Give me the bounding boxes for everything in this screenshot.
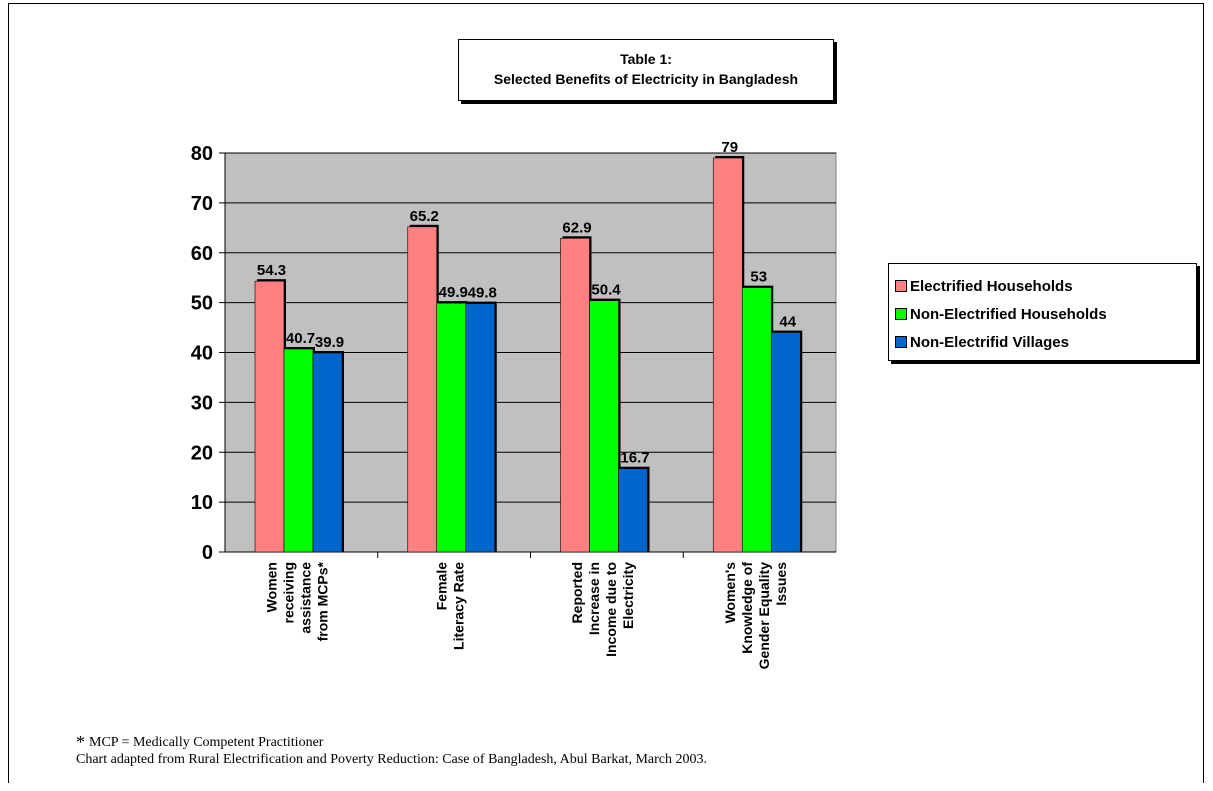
data-label: 16.7 xyxy=(620,450,649,467)
y-tick-label: 70 xyxy=(191,193,213,215)
footnote: * MCP = Medically Competent Practitioner xyxy=(76,732,323,753)
data-label: 53 xyxy=(750,269,767,286)
x-category-label: Reported Increase in Income due to Electric… xyxy=(569,562,636,657)
x-tick-label: Reported xyxy=(569,562,585,623)
bar xyxy=(560,237,590,553)
bar xyxy=(770,332,801,553)
y-tick-label: 10 xyxy=(191,492,213,514)
legend-swatch xyxy=(895,280,907,292)
x-category-label: Women receiving assistance from MCPs* xyxy=(264,561,331,641)
legend-label: Electrified Households xyxy=(910,277,1073,295)
bar xyxy=(589,300,619,553)
data-label: 49.9 xyxy=(439,284,468,301)
x-tick-label: assistance xyxy=(298,562,314,634)
data-label: 54.3 xyxy=(257,262,286,279)
chart-title-box: Table 1: Selected Benefits of Electricit… xyxy=(458,39,834,101)
footnote-star: * xyxy=(76,732,85,752)
x-tick-label: Increase in xyxy=(586,562,602,635)
source-note: Chart adapted from Rural Electrification… xyxy=(76,752,707,767)
footnote-text: MCP = Medically Competent Practitioner xyxy=(89,735,324,750)
legend-item-electrified-households: Electrified Households xyxy=(895,272,1196,300)
x-tick-label: Female xyxy=(433,562,449,610)
x-tick-label: Women xyxy=(264,562,280,612)
data-label: 44 xyxy=(779,314,796,331)
x-tick-label: from MCPs* xyxy=(315,561,331,641)
y-tick-label: 30 xyxy=(191,392,213,414)
y-tick-label: 60 xyxy=(191,243,213,265)
chart-title-line1: Table 1: xyxy=(620,51,672,67)
legend-swatch xyxy=(895,336,907,348)
bar xyxy=(712,157,743,553)
x-tick-label: receiving xyxy=(281,562,297,623)
data-label: 40.7 xyxy=(286,330,315,347)
x-tick-label: Knowledge of xyxy=(739,562,755,654)
data-label: 65.2 xyxy=(410,208,439,225)
x-category-label: Female Literacy Rate xyxy=(433,562,466,650)
chart-frame xyxy=(8,3,1204,783)
data-label: 79 xyxy=(721,139,738,156)
data-label: 49.8 xyxy=(468,285,497,302)
data-label: 62.9 xyxy=(562,219,591,236)
legend-label: Non-Electrifid Villages xyxy=(910,333,1069,351)
bar xyxy=(312,352,343,553)
x-tick-label: Literacy Rate xyxy=(450,562,466,650)
y-tick-label: 50 xyxy=(191,293,213,315)
bar xyxy=(741,287,772,553)
bar xyxy=(436,302,467,553)
x-tick-label: Income due to xyxy=(603,562,619,657)
legend-swatch xyxy=(895,308,907,320)
x-tick-label: Gender Equality xyxy=(756,562,772,670)
y-tick-label: 80 xyxy=(191,143,213,165)
chart-title-line2: Selected Benefits of Electricity in Bang… xyxy=(493,71,799,87)
data-label: 39.9 xyxy=(315,334,344,351)
y-tick-label: 40 xyxy=(191,343,213,365)
legend-item-non-electrified-households: Non-Electrified Households xyxy=(895,300,1196,328)
bar xyxy=(407,226,438,553)
x-category-label: Women's Knowledge of Gender Equality Issues xyxy=(722,562,789,670)
x-tick-label: Electricity xyxy=(620,562,636,629)
bar xyxy=(618,468,648,553)
data-label: 50.4 xyxy=(591,282,621,299)
chart-legend: Electrified Households Non-Electrified H… xyxy=(888,263,1197,361)
x-tick-label: Women's xyxy=(722,562,738,624)
bar xyxy=(254,280,285,553)
legend-item-non-electrified-villages: Non-Electrifid Villages xyxy=(895,328,1196,356)
bar xyxy=(283,348,314,553)
y-tick-label: 20 xyxy=(191,442,213,464)
x-tick-label: Issues xyxy=(773,562,789,606)
bar xyxy=(465,303,496,553)
y-tick-label: 0 xyxy=(202,542,213,564)
legend-label: Non-Electrified Households xyxy=(910,305,1107,323)
